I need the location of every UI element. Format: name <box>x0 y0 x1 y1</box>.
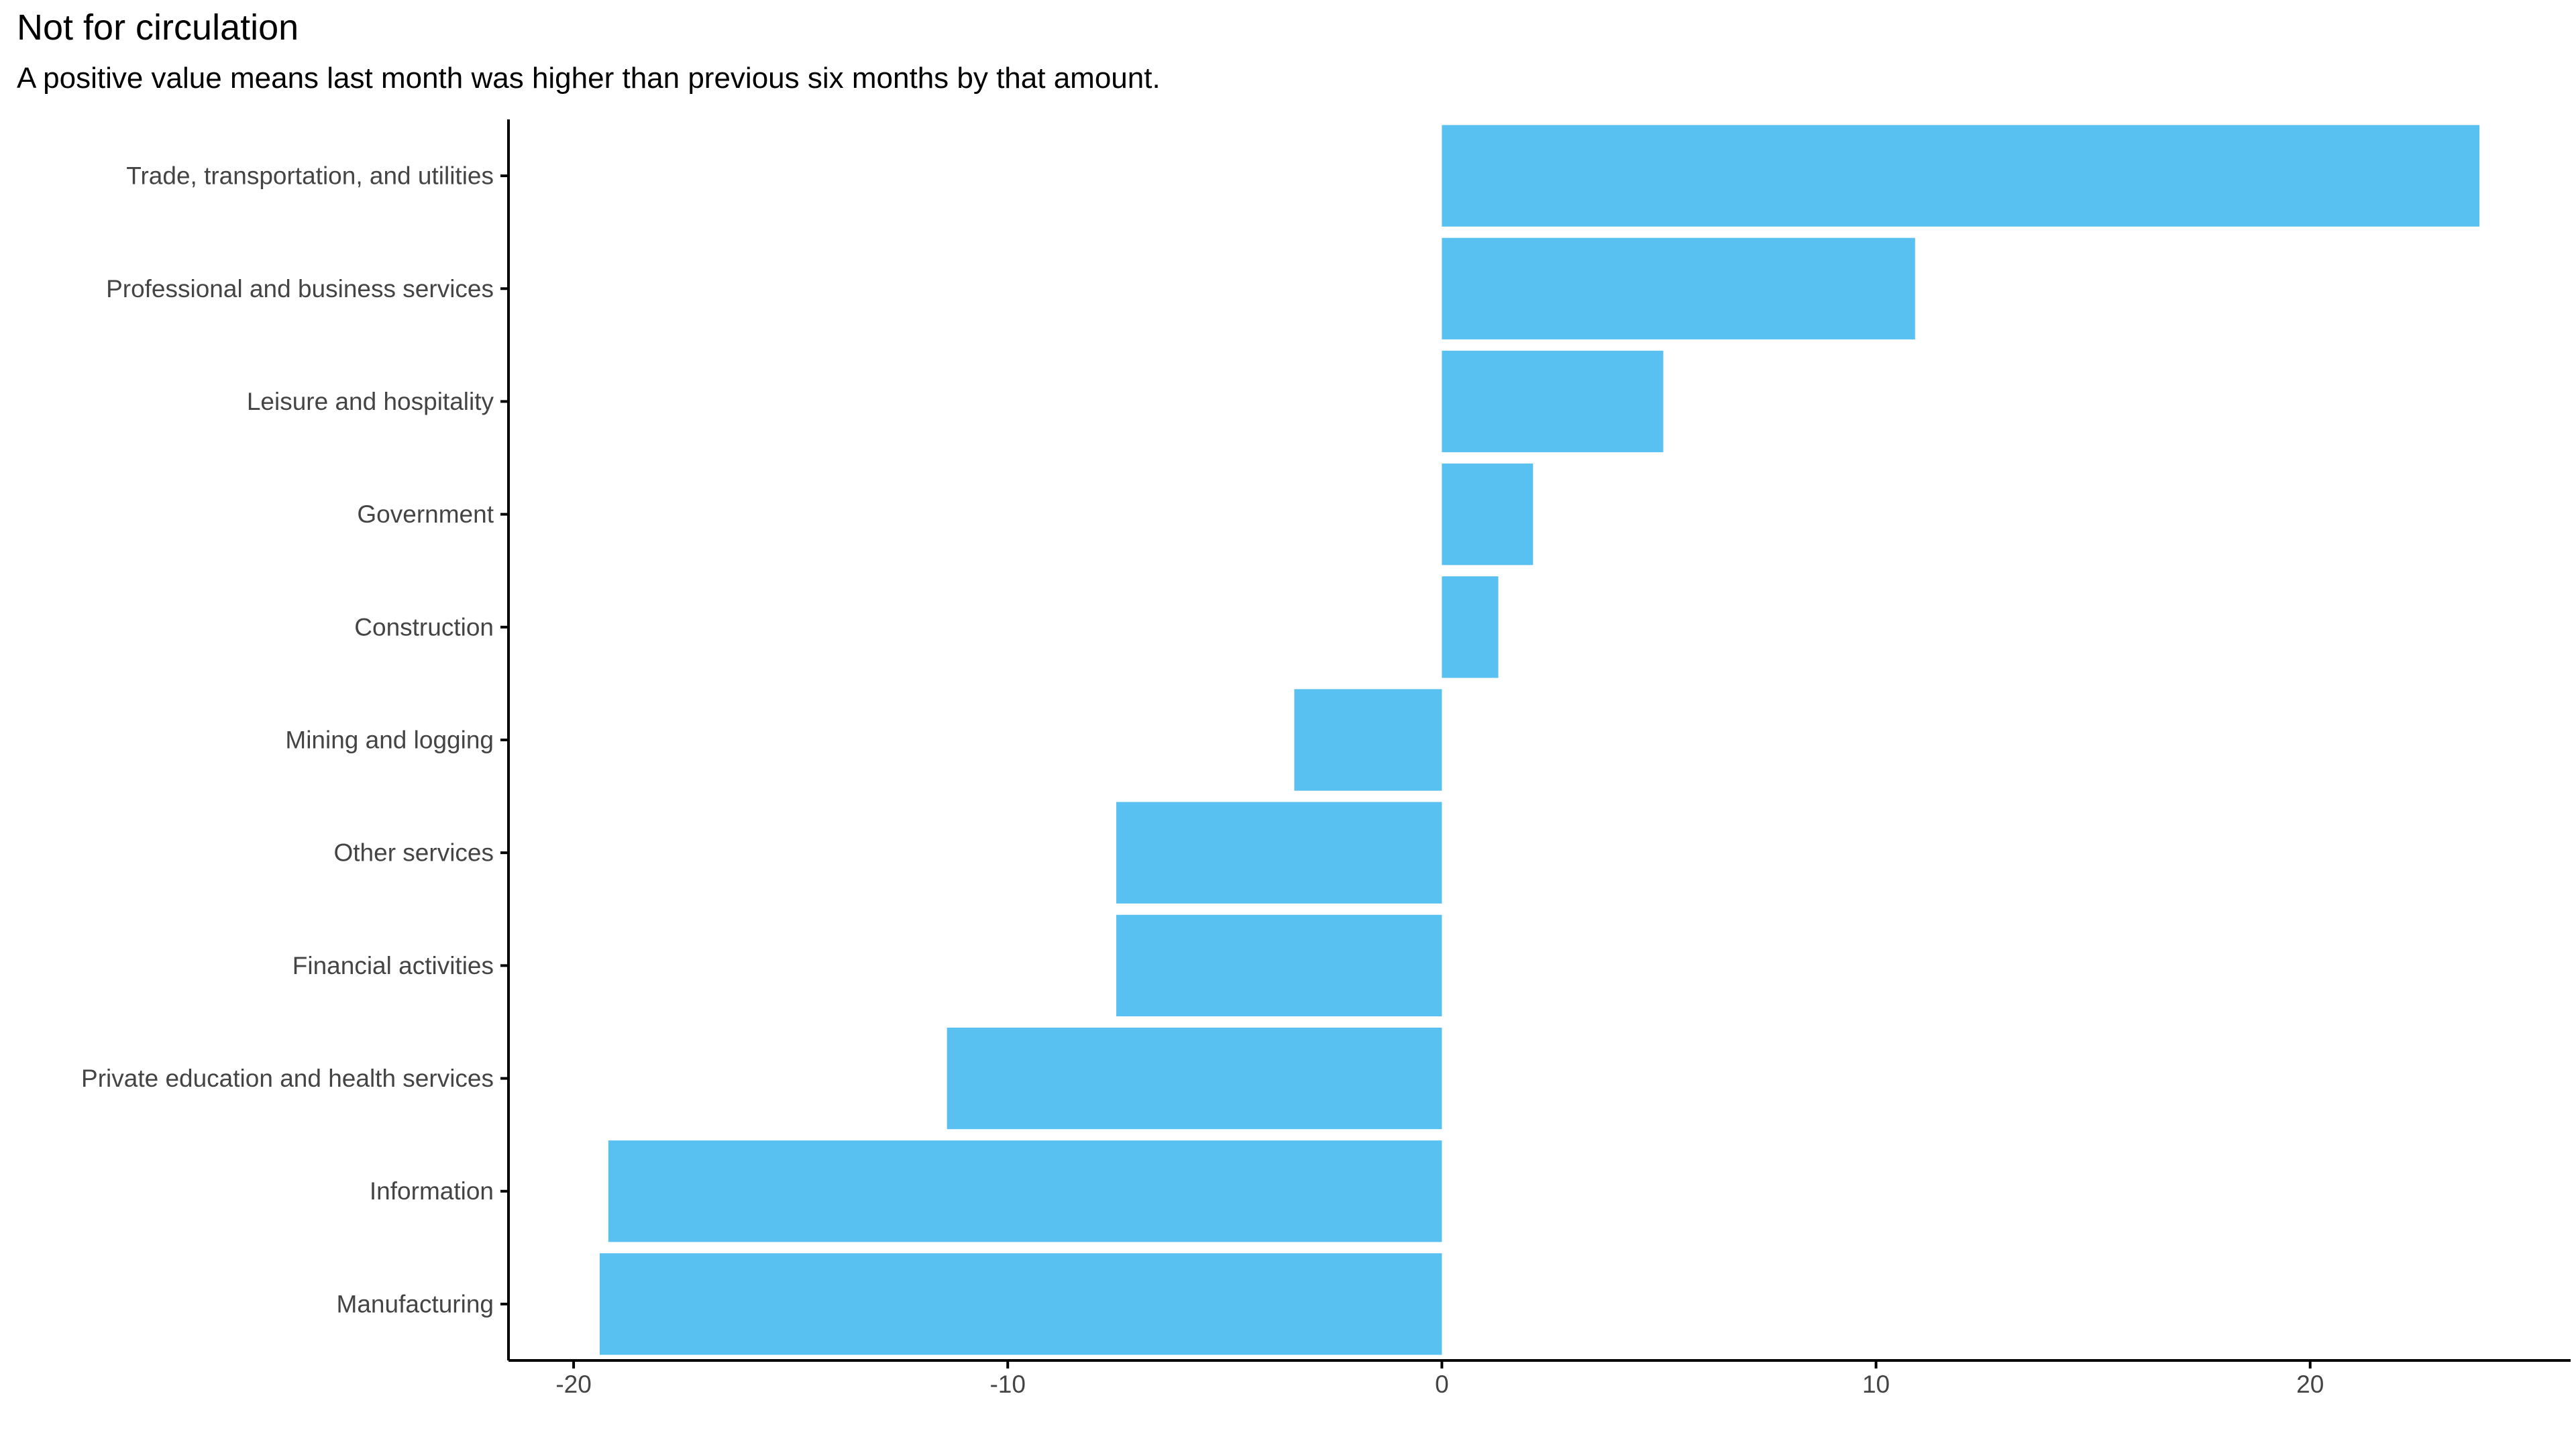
x-tick-label: 10 <box>1862 1371 1890 1398</box>
bar-8 <box>947 1027 1442 1130</box>
category-label: Government <box>357 500 494 528</box>
bar-6 <box>1116 802 1442 904</box>
x-tick-label: 0 <box>1435 1371 1449 1398</box>
category-label: Information <box>370 1177 494 1205</box>
bar-5 <box>1294 689 1442 791</box>
y-axis: Trade, transportation, and utilities Prof… <box>81 119 510 1360</box>
category-label: Other services <box>333 839 494 867</box>
chart-title: Not for circulation <box>17 7 299 48</box>
category-label: Private education and health services <box>81 1065 494 1092</box>
x-tick-label: -10 <box>989 1371 1025 1398</box>
bar-3 <box>1442 463 1534 566</box>
chart-subtitle: A positive value means last month was hi… <box>17 62 1161 95</box>
category-label: Leisure and hospitality <box>247 388 494 415</box>
bar-9 <box>608 1140 1442 1242</box>
category-label: Trade, transportation, and utilities <box>126 162 494 190</box>
category-label: Construction <box>354 613 494 641</box>
bar-10 <box>599 1253 1442 1355</box>
category-label: Financial activities <box>292 952 494 979</box>
bar-7 <box>1116 914 1442 1017</box>
x-tick-label: 20 <box>2296 1371 2324 1398</box>
x-tick-label: -20 <box>555 1371 591 1398</box>
bar-2 <box>1442 350 1664 453</box>
bars-group <box>599 125 2480 1355</box>
bar-0 <box>1442 125 2480 227</box>
category-label: Mining and logging <box>285 727 494 754</box>
bar-4 <box>1442 576 1499 678</box>
x-axis: -20 -10 0 10 20 <box>508 1359 2571 1398</box>
category-label: Manufacturing <box>337 1290 494 1318</box>
bar-1 <box>1442 237 1915 339</box>
category-label: Professional and business services <box>106 275 494 303</box>
